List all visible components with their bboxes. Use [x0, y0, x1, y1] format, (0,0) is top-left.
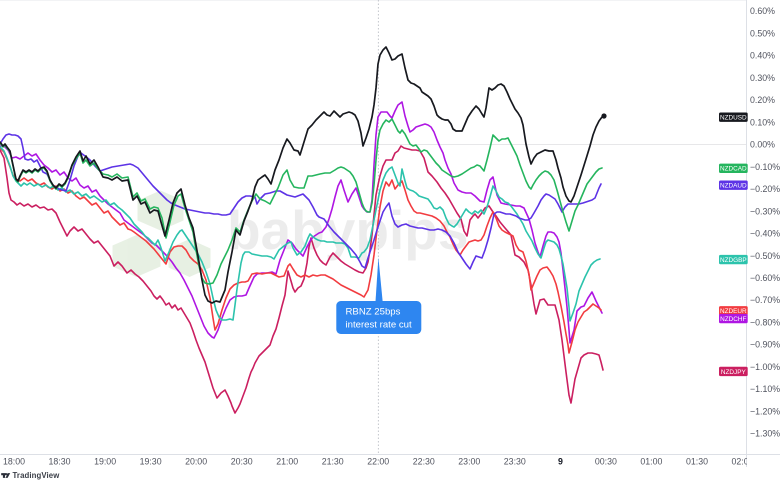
svg-text:TradingView: TradingView: [13, 471, 61, 480]
svg-text:00:30: 00:30: [595, 457, 617, 467]
svg-text:21:30: 21:30: [322, 457, 344, 467]
svg-text:−1.00%: −1.00%: [750, 362, 780, 372]
svg-text:−1.10%: −1.10%: [750, 384, 780, 394]
svg-text:23:30: 23:30: [504, 457, 526, 467]
svg-text:18:00: 18:00: [3, 457, 25, 467]
svg-text:0.60%: 0.60%: [750, 6, 775, 16]
svg-text:0.30%: 0.30%: [750, 73, 775, 83]
svg-text:20:30: 20:30: [231, 457, 253, 467]
svg-text:−0.30%: −0.30%: [750, 206, 780, 216]
svg-text:−0.20%: −0.20%: [750, 184, 780, 194]
svg-text:23:00: 23:00: [458, 457, 480, 467]
svg-text:−0.60%: −0.60%: [750, 273, 780, 283]
svg-text:interest rate cut: interest rate cut: [346, 320, 412, 331]
svg-text:NZDCHF: NZDCHF: [720, 316, 746, 323]
svg-text:0.10%: 0.10%: [750, 117, 775, 127]
svg-text:NZDGBP: NZDGBP: [720, 257, 747, 264]
svg-text:−1.30%: −1.30%: [750, 429, 780, 439]
svg-text:NZDCAD: NZDCAD: [720, 166, 747, 173]
svg-text:−1.20%: −1.20%: [750, 406, 780, 416]
svg-text:18:30: 18:30: [48, 457, 70, 467]
svg-text:0.40%: 0.40%: [750, 51, 775, 61]
svg-text:0.50%: 0.50%: [750, 28, 775, 38]
svg-text:22:00: 22:00: [367, 457, 389, 467]
svg-text:01:30: 01:30: [686, 457, 708, 467]
svg-text:−0.10%: −0.10%: [750, 162, 780, 172]
svg-text:NZDEUR: NZDEUR: [720, 308, 747, 315]
svg-text:01:00: 01:00: [640, 457, 662, 467]
svg-text:−0.90%: −0.90%: [750, 340, 780, 350]
svg-text:0.20%: 0.20%: [750, 95, 775, 105]
svg-text:−0.40%: −0.40%: [750, 229, 780, 239]
svg-text:20:00: 20:00: [185, 457, 207, 467]
svg-text:−0.50%: −0.50%: [750, 251, 780, 261]
svg-text:NZDAUD: NZDAUD: [720, 183, 747, 190]
svg-text:0.00%: 0.00%: [750, 140, 775, 150]
svg-text:−0.70%: −0.70%: [750, 295, 780, 305]
svg-text:21:00: 21:00: [276, 457, 298, 467]
svg-text:9: 9: [558, 457, 563, 467]
svg-text:NZDUSD: NZDUSD: [720, 115, 747, 122]
svg-text:NZDJPY: NZDJPY: [721, 369, 747, 376]
svg-text:RBNZ 25bps: RBNZ 25bps: [346, 307, 401, 318]
svg-text:22:30: 22:30: [413, 457, 435, 467]
svg-text:02:00: 02:00: [731, 457, 753, 467]
svg-text:19:30: 19:30: [140, 457, 162, 467]
svg-text:−0.80%: −0.80%: [750, 317, 780, 327]
svg-text:19:00: 19:00: [94, 457, 116, 467]
